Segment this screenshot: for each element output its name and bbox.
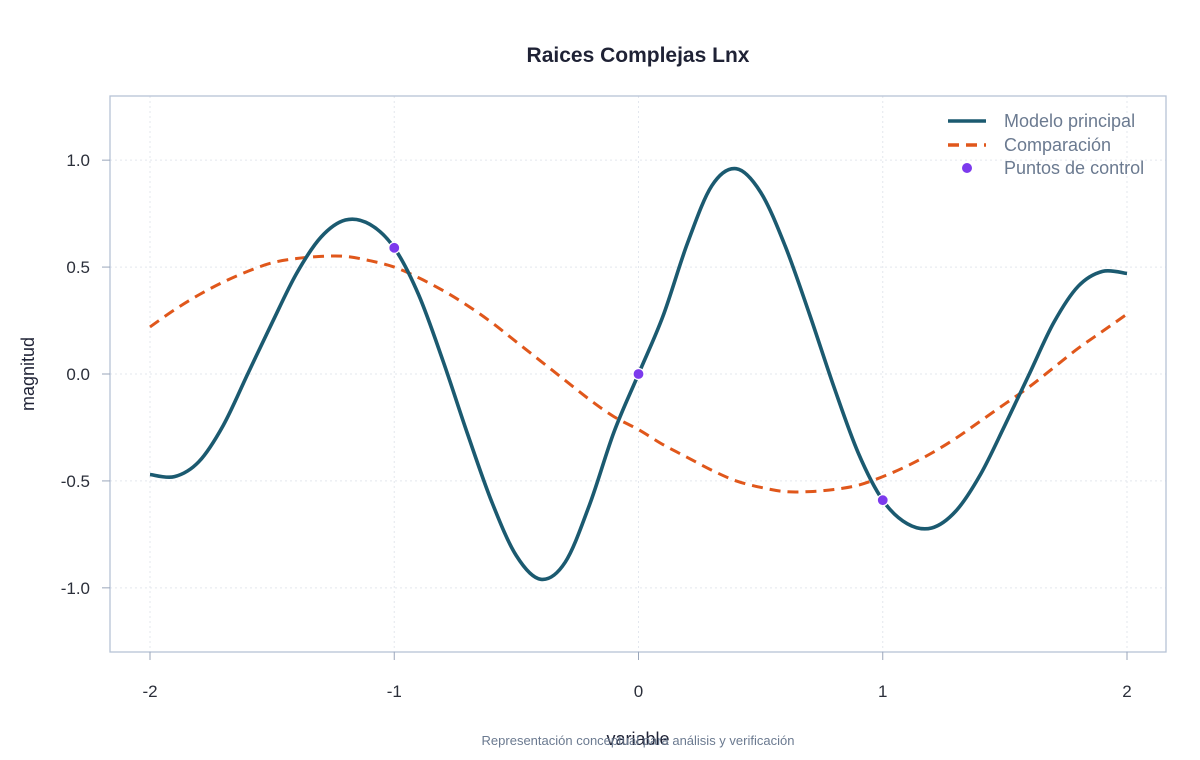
x-tick-label: 2 [1122, 682, 1131, 701]
grid [110, 96, 1166, 652]
legend-label: Puntos de control [1004, 158, 1144, 178]
y-tick-label: -0.5 [61, 472, 90, 491]
y-tick-label: 0.5 [66, 258, 90, 277]
axes: -2 -1 0 1 2 -1.0 -0.5 0.0 0.5 1.0 [61, 151, 1132, 701]
x-tick-label: -1 [387, 682, 402, 701]
legend-label: Modelo principal [1004, 111, 1135, 131]
y-tick-label: 1.0 [66, 151, 90, 170]
y-tick-label: -1.0 [61, 579, 90, 598]
legend-label: Comparación [1004, 135, 1111, 155]
legend-marker-points [962, 163, 972, 173]
y-tick-label: 0.0 [66, 365, 90, 384]
control-point [388, 241, 401, 254]
control-point [876, 494, 889, 507]
control-point [632, 367, 645, 381]
x-tick-label: -2 [142, 682, 157, 701]
legend: Modelo principal Comparación Puntos de con… [948, 111, 1144, 178]
y-axis-label: magnitud [18, 337, 38, 411]
plot-series [149, 166, 1128, 582]
chart-title: Raices Complejas Lnx [527, 44, 750, 67]
chart-caption: Representación conceptual para análisis … [482, 733, 795, 748]
series-line-comparacion [149, 254, 1128, 494]
x-tick-label: 0 [634, 682, 643, 701]
x-axis-label: variable [606, 729, 669, 749]
x-tick-label: 1 [878, 682, 887, 701]
